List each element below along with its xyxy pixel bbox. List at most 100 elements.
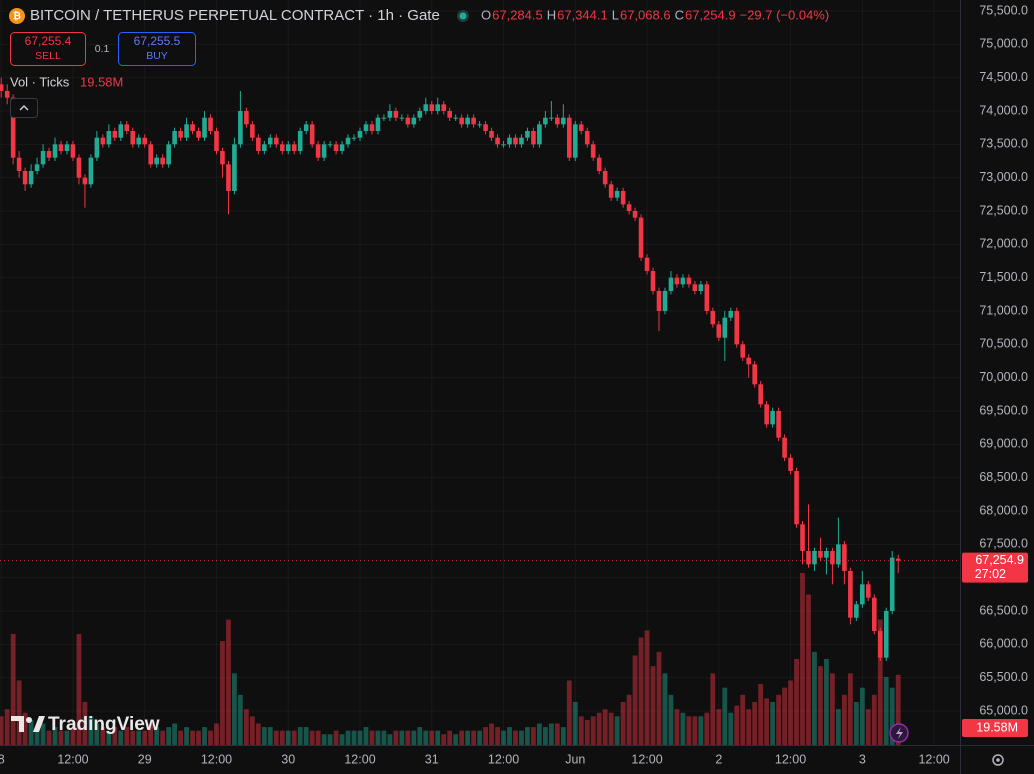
candle-body	[877, 631, 883, 658]
candle-body	[620, 191, 626, 205]
volume-bar	[166, 727, 172, 745]
candle-body	[644, 257, 650, 271]
candle-body	[297, 131, 303, 151]
volume-bar	[142, 730, 148, 745]
y-tick-label: 70,000.0	[979, 370, 1028, 384]
volume-bar	[680, 712, 686, 745]
volume-bar	[626, 694, 632, 745]
settings-center[interactable]	[996, 758, 1000, 762]
volume-tag-label: 19.58M	[976, 720, 1018, 734]
volume-bar	[531, 727, 536, 745]
candle-body	[883, 611, 889, 658]
candle-body	[226, 164, 231, 191]
candle-body	[806, 551, 811, 565]
volume-bar	[620, 702, 626, 745]
buy-price[interactable]: 67,255.5	[134, 34, 181, 48]
volume-bar	[847, 673, 853, 745]
candle-body	[453, 117, 458, 119]
candle-body	[447, 111, 452, 118]
volume-bar	[249, 716, 255, 745]
candle-body	[351, 137, 357, 139]
sell-label[interactable]: SELL	[35, 50, 61, 62]
candle-body	[692, 284, 698, 291]
volume-bar	[644, 630, 650, 745]
candle-body	[70, 144, 76, 158]
volume-bar	[363, 727, 369, 745]
buy-label[interactable]: BUY	[146, 50, 168, 62]
volume-bar	[841, 694, 847, 745]
volume-bar	[28, 719, 34, 745]
volume-bar	[836, 709, 841, 745]
volume-title: Vol · Ticks	[10, 74, 70, 89]
volume-bar	[674, 709, 680, 745]
collapse-button[interactable]	[10, 98, 38, 118]
candle-body	[10, 97, 16, 158]
volume-bar	[883, 676, 889, 745]
volume-bar	[393, 730, 399, 745]
bitcoin-icon	[9, 8, 25, 24]
candle-body	[716, 324, 722, 338]
candle-body	[519, 137, 524, 145]
alert-bolt[interactable]	[896, 727, 903, 739]
volume-bar	[501, 730, 506, 745]
volume-bar	[614, 716, 620, 745]
volume-bar	[668, 694, 674, 745]
candle-body	[250, 124, 255, 138]
volume-bar	[124, 727, 130, 745]
y-tick-label: 70,500.0	[979, 337, 1028, 351]
volume-bar	[477, 730, 482, 745]
volume-bar	[106, 730, 112, 745]
watermark-text: TradingView	[48, 714, 160, 735]
volume-bar	[662, 673, 668, 745]
volume-bar	[220, 641, 225, 745]
candle-body	[375, 117, 381, 131]
x-tick-label: 31	[425, 752, 439, 766]
candle-body	[190, 124, 195, 131]
candle-body	[632, 211, 638, 218]
volume-bar	[16, 680, 22, 745]
candle-body	[555, 117, 560, 125]
volume-bar	[572, 702, 578, 745]
volume-bar	[525, 727, 530, 745]
candle-body	[495, 137, 500, 145]
volume-bar	[58, 730, 64, 745]
volume-bar	[184, 727, 189, 745]
sell-price[interactable]: 67,255.4	[25, 34, 72, 48]
volume-bar	[435, 730, 441, 745]
y-tick-label: 68,500.0	[979, 470, 1028, 484]
volume-bar	[782, 687, 787, 745]
volume-bar	[232, 673, 237, 745]
candle-body	[154, 157, 159, 165]
volume-bar	[399, 730, 405, 745]
candle-body	[477, 124, 482, 126]
candle-body	[860, 584, 865, 605]
volume-bar	[584, 719, 590, 745]
volume-bar	[423, 730, 429, 745]
candle-body	[244, 111, 249, 125]
volume-bar	[417, 727, 423, 745]
settings-icon[interactable]	[992, 754, 1004, 766]
volume-bar	[297, 727, 303, 745]
candle-body	[34, 164, 40, 171]
volume-bar	[877, 619, 883, 745]
volume-bar	[261, 727, 267, 745]
volume-bar	[465, 730, 471, 745]
collapse-chevron[interactable]	[19, 105, 29, 111]
y-tick-label: 65,500.0	[979, 670, 1028, 684]
candle-body	[160, 157, 165, 165]
volume-bar	[178, 730, 183, 745]
candle-body	[202, 117, 207, 138]
volume-bar	[154, 727, 160, 745]
y-tick-label: 74,500.0	[979, 70, 1028, 84]
sell-button[interactable]	[10, 32, 86, 66]
candle-body	[357, 131, 363, 138]
x-tick-label: 8	[0, 752, 5, 766]
candle-body	[417, 111, 423, 118]
volume-bar	[519, 730, 524, 745]
buy-button[interactable]	[118, 32, 196, 66]
volume-bar	[859, 687, 865, 745]
volume-bar	[243, 709, 249, 745]
ohlc-value: 67,254.9	[685, 7, 736, 22]
